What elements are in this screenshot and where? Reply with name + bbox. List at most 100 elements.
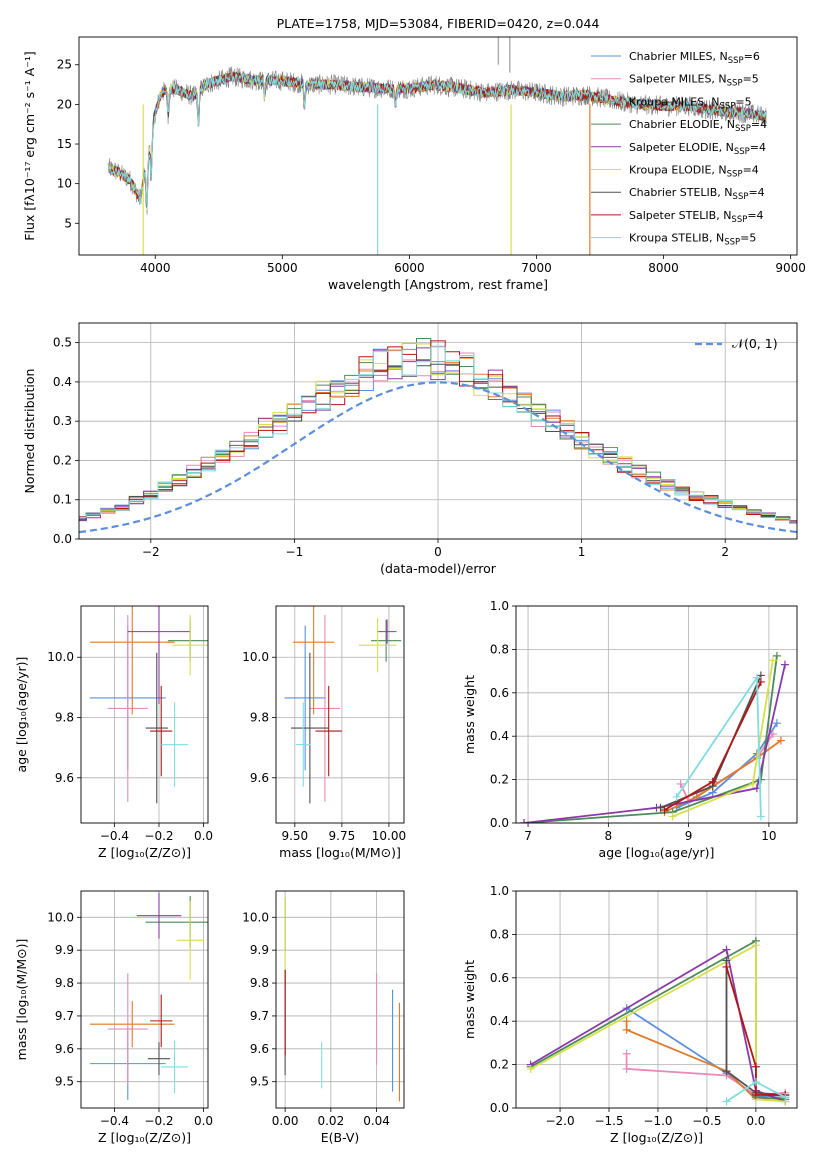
grid-lines <box>276 891 404 1108</box>
x-tick-label: −2 <box>142 545 160 559</box>
y-tick-label: 9.6 <box>250 771 269 785</box>
axes-frame <box>80 605 209 824</box>
weight-marker <box>722 1067 731 1076</box>
y-tick-label: 5 <box>64 216 72 230</box>
weight-marker <box>780 660 789 669</box>
y-axis-label: mass weight <box>462 960 477 1039</box>
grid-lines <box>81 606 208 823</box>
y-tick-label: 0.0 <box>490 816 509 830</box>
weight-line <box>530 948 786 1103</box>
grid-lines <box>79 323 797 540</box>
x-tick-label: −0.4 <box>100 1114 129 1128</box>
y-tick-label: 0.1 <box>53 493 72 507</box>
x-tick-label: −1.0 <box>643 1114 672 1128</box>
weight-marker <box>676 779 685 788</box>
x-tick-label: 4000 <box>140 261 171 275</box>
plot-area <box>79 338 797 534</box>
panel-weight-vs-Z: −2.0 −1.5 −1.0 −0.5 0.0 0.0 0.2 0.4 0.6 0.8 1.0 Z [… <box>462 884 798 1145</box>
data-point <box>371 619 402 662</box>
weight-marker <box>722 945 731 954</box>
x-tick-label: −0.5 <box>692 1114 721 1128</box>
legend-entry: Chabrier ELODIE, NSSP=4 <box>629 118 767 134</box>
weight-marker <box>756 812 765 821</box>
weight-marker <box>722 962 731 971</box>
weight-marker <box>520 819 529 823</box>
weight-marker <box>748 779 757 788</box>
data-point <box>291 652 329 804</box>
y-tick-label: 0.4 <box>53 375 72 389</box>
weight-marker <box>772 651 781 660</box>
x-tick-label: 9.75 <box>329 829 356 843</box>
panel-spectrum: 4000 5000 6000 7000 8000 9000 5 10 15 20 25 wavelen… <box>22 16 806 292</box>
data-point <box>377 619 397 644</box>
data-point <box>176 900 204 980</box>
y-tick-label: 9.5 <box>55 1075 74 1089</box>
axes-frame <box>275 605 405 824</box>
y-tick-label: 0.3 <box>53 414 72 428</box>
y-tick-label: 9.8 <box>250 976 269 990</box>
weight-marker <box>656 803 665 812</box>
axes-frame <box>515 890 798 1109</box>
weight-marker <box>622 1049 631 1058</box>
x-tick-label: 9.50 <box>281 829 308 843</box>
panel-mass-vs-Z: −0.4 −0.2 0.0 9.5 9.6 9.7 9.8 9.9 10.0 Z [log₁₀(Z… <box>14 890 213 1145</box>
data-point <box>89 606 175 715</box>
x-tick-label: 6000 <box>394 261 425 275</box>
data-point <box>136 892 182 939</box>
axes-frame <box>275 890 405 1109</box>
weight-marker <box>622 1064 631 1073</box>
panel-age-vs-Z: −0.4 −0.2 0.0 9.6 9.8 10.0 Z [log₁₀(Z/Z⊙)] age … <box>14 605 213 860</box>
y-tick-label: 0.6 <box>490 686 509 700</box>
x-tick-label: 0.02 <box>317 1114 344 1128</box>
x-axis-label: Z [log₁₀(Z/Z⊙)] <box>98 1130 191 1145</box>
data-point <box>107 615 148 802</box>
weight-marker <box>776 736 785 745</box>
y-tick-label: 9.6 <box>55 1042 74 1056</box>
weight-marker <box>781 1093 790 1102</box>
y-tick-label: 9.8 <box>55 711 74 725</box>
data-point <box>147 1042 171 1076</box>
axes-frame <box>80 890 209 1109</box>
x-tick-label: 0.0 <box>746 1114 765 1128</box>
weight-line <box>523 664 786 823</box>
grid-lines <box>81 891 208 1108</box>
data-point <box>107 973 148 1085</box>
x-tick-label: 10 <box>761 829 776 843</box>
x-axis-label: age [log₁₀(age/yr)] <box>599 845 715 860</box>
y-tick-label: 0.4 <box>490 729 509 743</box>
y-tick-label: 20 <box>57 97 72 111</box>
axes-frame <box>78 36 798 256</box>
data-point <box>295 702 311 787</box>
legend-entry: Kroupa STELIB, NSSP=5 <box>629 232 756 248</box>
plot-area <box>89 892 208 1100</box>
plot-area <box>520 651 789 823</box>
data-point <box>127 606 191 704</box>
model-spectrum <box>107 72 767 209</box>
weight-line <box>664 739 782 813</box>
weight-marker <box>751 1062 760 1071</box>
y-tick-label: 9.7 <box>250 1009 269 1023</box>
data-point <box>161 702 188 787</box>
y-tick-label: 0.6 <box>490 971 509 985</box>
y-tick-label: 9.8 <box>250 711 269 725</box>
x-tick-label: −0.2 <box>144 829 173 843</box>
x-tick-label: −1.5 <box>594 1114 623 1128</box>
data-point <box>172 615 208 676</box>
weight-marker <box>752 673 761 682</box>
y-axis-label: age [log₁₀(age/yr)] <box>14 657 29 773</box>
x-axis-label: E(B-V) <box>321 1130 360 1145</box>
x-axis-label: Z [log₁₀(Z/Z⊙)] <box>610 1130 703 1145</box>
y-tick-label: 10.0 <box>242 910 269 924</box>
data-point <box>315 685 342 777</box>
legend-entry: Chabrier STELIB, NSSP=4 <box>629 186 765 202</box>
data-point <box>309 615 340 802</box>
x-tick-label: 1 <box>578 545 586 559</box>
x-tick-label: 0.0 <box>194 829 213 843</box>
legend-entry: Kroupa MILES, NSSP=5 <box>629 95 752 111</box>
data-point <box>150 685 173 777</box>
weight-marker <box>622 1017 631 1026</box>
x-axis-label: wavelength [Angstrom, rest frame] <box>328 277 548 292</box>
y-tick-label: 9.5 <box>250 1075 269 1089</box>
weight-marker <box>768 730 777 739</box>
y-tick-label: 15 <box>57 137 72 151</box>
